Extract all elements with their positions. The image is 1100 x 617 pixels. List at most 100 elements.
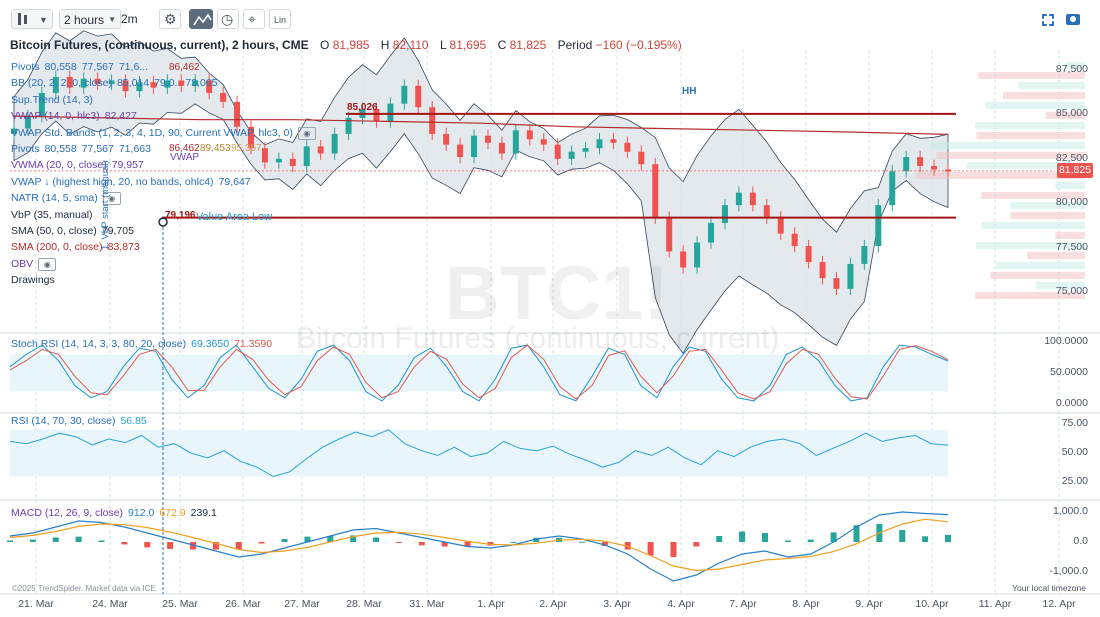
macd-histogram-bar [510,542,517,543]
candle-body [345,117,352,134]
indicator-legend-item[interactable]: VWAP ↓ (highest high, 20, no bands, ohlc… [11,176,256,188]
candle-body [721,205,728,223]
candle-body [638,151,645,165]
indicator-value: 79,705 [101,225,134,237]
candle-body [164,80,171,88]
indicator-legend-item[interactable]: Pivots 80,558 77,567 71,663 [11,143,156,155]
macd-histogram-bar [190,542,197,550]
macd-histogram-bar [647,542,654,556]
macd-legend-part: 672.9 [159,507,186,519]
settings-button[interactable]: ⚙ [159,9,181,29]
indicator-legend-item[interactable]: VbP (35, manual) [11,209,98,221]
value-area-label: Value Area Low [196,211,273,223]
indicator-value: 80,558 [44,61,77,73]
rsi-tick-label: 50.00 [1061,446,1088,459]
interval-select[interactable]: 2 hours ▼ [59,9,121,29]
candle-body [652,164,659,218]
rsi-legend-part: 56.85 [120,415,147,427]
scale-button[interactable]: Lin [269,9,291,29]
candle-body [261,148,268,163]
rsi-band [10,429,948,477]
candle-body [80,78,87,88]
indicator-legend-item[interactable]: VWAP (14, 0, hlc3) 82,427 [11,110,142,122]
eye-icon[interactable]: ◉ [297,126,316,140]
settings-icon: ⚙ [164,11,177,27]
indicator-value: 79,647 [218,175,251,188]
candle-body [331,133,338,154]
volume-profile-bar [916,172,1085,179]
toolbar: ▼ 2 hours ▼ 2m ⚙ ◷ ⌖ Lin [0,0,1100,38]
high-label: H [380,38,390,52]
stoch-line-k [9,344,949,402]
macd-histogram-bar [212,542,219,550]
indicator-legend-item[interactable]: VWMA (20, 0, close) 79,957 [11,159,149,171]
volume-profile-bar [1010,212,1085,219]
indicator-legend-item[interactable]: NATR (14, 5, sma) ◉ [11,192,126,206]
candle-body [833,278,840,289]
candle-body [24,116,31,129]
stoch-tick-label: 0.0000 [1055,397,1088,409]
stoch-legend[interactable]: Stoch RSI (14, 14, 3, 3, 80, 20, close) 6… [11,338,277,350]
candle-body [443,133,450,145]
chart-type-button[interactable]: ▼ [11,9,53,29]
macd-histogram-bar [52,537,59,542]
crosshair-button[interactable]: ⌖ [243,9,265,29]
interval-short[interactable]: 2m [121,12,138,26]
x-tick-label: 7. Apr [729,598,757,610]
candle-body [66,76,73,88]
candle-body [206,80,213,93]
indicator-legend-item[interactable]: BB (20, 2, 2, 0, close) 85,014 79,0.. 73,06… [11,77,223,89]
candle-body [220,92,227,102]
stoch-legend-part: Stoch RSI (14, 14, 3, 3, 80, 20, close) [11,338,187,350]
indicator-legend-item[interactable]: VWAP Std. Bands (1, 2, 3, 4, 1D, 90, Cur… [11,126,321,140]
indicator-legend-item[interactable]: OBV ◉ [11,257,61,271]
macd-histogram-bar [693,542,700,547]
candle-body [680,251,687,268]
symbol-title: Bitcoin Futures, (continuous, current), … [10,38,309,52]
stoch-line-d [9,344,949,400]
macd-histogram-bar [670,542,677,557]
volume-profile-bar [1055,182,1085,189]
candle-body [457,144,464,158]
macd-histogram-bar [281,539,288,542]
indicator-name: VWAP ↓ (highest high, 20, no bands, ohlc… [11,175,214,188]
history-button[interactable]: ◷ [217,9,239,29]
indicator-value: 77,567 [81,143,114,155]
low-label: L [439,38,447,52]
level-label: 79,196 [165,210,196,221]
indicator-legend-item[interactable]: Sup.Trend (14, 3) [11,94,98,106]
candle-body [624,142,631,152]
macd-histogram-bar [235,542,242,550]
price-tick-label: 82,500 [1055,151,1088,164]
candle-body [303,146,310,166]
indicator-legend-item[interactable]: SMA (200, 0, close) 83,873 [11,241,145,253]
crosshair-icon: ⌖ [248,11,256,27]
rsi-legend[interactable]: RSI (14, 70, 30, close) 56.85 [11,415,152,427]
candle-body [234,101,241,127]
volume-profile-bar [981,192,1085,199]
volume-profile-bar [930,142,1085,149]
eye-icon[interactable]: ◉ [38,257,57,271]
volume-profile-bar [978,72,1085,79]
x-tick-label: 1. Apr [477,598,505,610]
macd-histogram-bar [464,542,471,548]
indicator-legend-item[interactable]: SMA (50, 0, close) 79,705 [11,225,139,237]
watermark-symbol: BTC1! [445,251,669,336]
watermark-name: Bitcoin Futures (continuous, current) [296,322,780,355]
open-value: 81,985 [332,38,370,52]
camera-icon[interactable] [1066,14,1080,25]
history-icon: ◷ [221,11,234,27]
eye-icon[interactable]: ◉ [102,192,121,206]
timezone-label[interactable]: Your local timezone [1012,583,1086,593]
indicator-legend-item[interactable]: Pivots 80,558 77,567 71,6... [11,61,153,73]
macd-legend[interactable]: MACD (12, 26, 9, close) 912.0 672.9 239.1 [11,507,222,519]
candle-body [484,135,491,143]
macd-histogram-bar [167,542,174,549]
candle-body [373,108,380,122]
indicator-legend-item[interactable]: Drawings [11,274,60,286]
indicators-button[interactable] [189,9,213,29]
volume-profile-bar [1045,112,1085,119]
level-label: 85,026 [347,102,378,113]
close-value: 81,825 [509,38,547,52]
